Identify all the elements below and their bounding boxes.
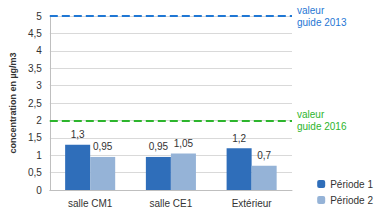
svg-text:2,5: 2,5 [28, 98, 42, 109]
svg-text:1,2: 1,2 [232, 133, 246, 144]
svg-text:1: 1 [36, 150, 42, 161]
svg-text:5: 5 [36, 11, 42, 22]
svg-text:concentration en µg/m3: concentration en µg/m3 [8, 52, 18, 153]
svg-text:salle CM1: salle CM1 [68, 198, 113, 209]
svg-text:0,5: 0,5 [28, 167, 42, 178]
svg-text:1,3: 1,3 [71, 129, 85, 140]
svg-text:0,95: 0,95 [93, 141, 113, 152]
svg-text:1,5: 1,5 [28, 132, 42, 143]
svg-text:Extérieur: Extérieur [232, 198, 273, 209]
svg-text:Période 2: Période 2 [330, 195, 373, 206]
svg-text:valeur: valeur [297, 5, 327, 16]
svg-text:Période 1: Période 1 [330, 179, 373, 190]
svg-text:3: 3 [36, 80, 42, 91]
svg-text:3,5: 3,5 [28, 63, 42, 74]
svg-text:0,95: 0,95 [149, 141, 169, 152]
svg-text:0: 0 [36, 185, 42, 196]
svg-text:valeur: valeur [297, 109, 327, 120]
svg-text:0,7: 0,7 [257, 150, 271, 161]
svg-text:salle CE1: salle CE1 [149, 198, 192, 209]
svg-text:guide 2013: guide 2013 [297, 17, 347, 28]
svg-text:4,5: 4,5 [28, 28, 42, 39]
svg-text:4: 4 [36, 45, 42, 56]
svg-text:2: 2 [36, 115, 42, 126]
svg-text:guide 2016: guide 2016 [297, 121, 347, 132]
svg-text:1,05: 1,05 [174, 138, 194, 149]
